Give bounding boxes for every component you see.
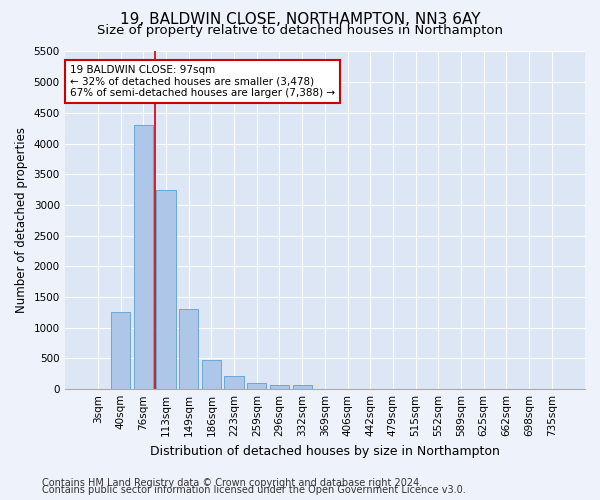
Text: Size of property relative to detached houses in Northampton: Size of property relative to detached ho… xyxy=(97,24,503,37)
Text: Contains HM Land Registry data © Crown copyright and database right 2024.: Contains HM Land Registry data © Crown c… xyxy=(42,478,422,488)
Bar xyxy=(293,386,312,389)
Bar xyxy=(157,190,176,389)
Bar xyxy=(270,385,289,389)
Bar xyxy=(247,383,266,389)
Text: 19, BALDWIN CLOSE, NORTHAMPTON, NN3 6AY: 19, BALDWIN CLOSE, NORTHAMPTON, NN3 6AY xyxy=(120,12,480,28)
Text: 19 BALDWIN CLOSE: 97sqm
← 32% of detached houses are smaller (3,478)
67% of semi: 19 BALDWIN CLOSE: 97sqm ← 32% of detache… xyxy=(70,65,335,98)
Bar xyxy=(179,310,199,389)
Bar xyxy=(111,312,130,389)
Bar xyxy=(224,376,244,389)
Text: Contains public sector information licensed under the Open Government Licence v3: Contains public sector information licen… xyxy=(42,485,466,495)
X-axis label: Distribution of detached houses by size in Northampton: Distribution of detached houses by size … xyxy=(150,444,500,458)
Y-axis label: Number of detached properties: Number of detached properties xyxy=(15,128,28,314)
Bar xyxy=(202,360,221,389)
Bar xyxy=(134,125,153,389)
